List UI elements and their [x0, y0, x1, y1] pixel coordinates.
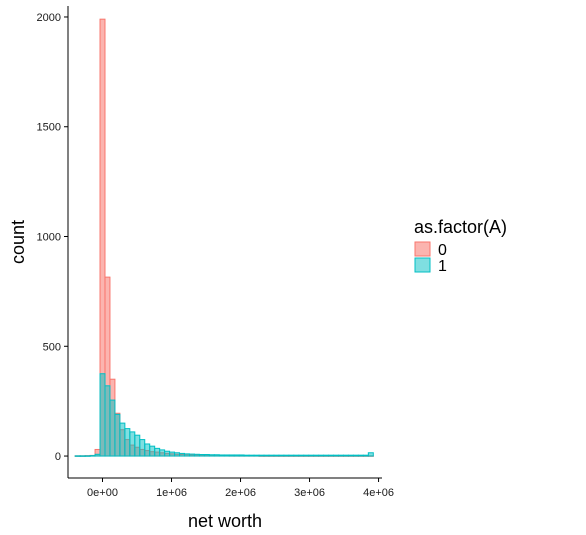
bar-series-1-bin-57 [357, 454, 364, 457]
bar-series-1-bin-52 [333, 454, 340, 457]
bar-series-1-bin-45 [298, 454, 305, 457]
bar-series-1-bin-39 [268, 454, 275, 457]
bar-series-1-bin-6 [104, 385, 111, 457]
bar-series-1-bin-53 [338, 454, 344, 457]
bar-series-1-bin-33 [238, 454, 245, 457]
bar-series-1-bin-11 [129, 431, 136, 457]
bar-series-1-bin-40 [273, 454, 280, 457]
bar-series-1-bin-19 [169, 451, 176, 457]
bar-series-1-bin-4 [94, 453, 101, 457]
bar-series-1-bin-59 [367, 452, 374, 457]
x-tick-label-3: 3e+06 [294, 487, 325, 499]
bar-series-1-bin-55 [347, 454, 354, 457]
x-axis-title: net worth [188, 511, 262, 531]
legend-label-1: 1 [438, 258, 447, 275]
y-tick-label-3: 1500 [37, 122, 61, 134]
bar-series-1-bin-38 [263, 454, 270, 457]
x-tick-label-0: 0e+00 [87, 487, 118, 499]
bar-series-1-bin-29 [218, 454, 225, 457]
bar-series-1-bin-16 [154, 447, 161, 457]
bar-series-1-bin-35 [248, 454, 255, 457]
bar-series-1-bin-24 [193, 453, 200, 457]
y-tick-label-1: 500 [43, 341, 61, 353]
bar-series-1-bin-10 [124, 428, 131, 457]
bar-series-1-bin-5 [99, 373, 106, 457]
bar-series-1-bin-26 [203, 454, 210, 457]
bar-series-1-bin-47 [308, 454, 315, 457]
bar-series-1-bin-48 [313, 454, 320, 457]
bar-series-1-bin-18 [164, 450, 171, 457]
bar-series-1-bin-21 [179, 452, 185, 457]
bar-series-1-bin-30 [223, 454, 230, 457]
bar-series-1-bin-9 [119, 422, 126, 457]
y-axis-ticks: 0 500 1000 1500 2000 [37, 12, 68, 463]
legend-key-1 [414, 257, 431, 273]
legend-key-0 [414, 241, 431, 257]
bar-series-1-bin-49 [318, 454, 325, 457]
bar-series-1-bin-25 [198, 454, 205, 457]
bar-series-1-bin-31 [228, 454, 235, 457]
bar-series-1-bin-7 [109, 399, 116, 457]
bar-series-1-bin-20 [174, 452, 181, 457]
bar-series-1-bin-51 [328, 454, 335, 457]
bar-series-1-bin-54 [342, 454, 349, 457]
bar-series-1-bin-8 [114, 413, 121, 457]
bar-series-1-bin-15 [149, 445, 156, 457]
bar-series-1-bin-13 [139, 439, 146, 457]
legend-label-0: 0 [438, 242, 447, 259]
bar-series-1-bin-0 [74, 455, 81, 457]
y-tick-label-0: 0 [55, 451, 61, 463]
bar-series-1-bin-43 [288, 454, 295, 457]
bar-series-1-bin-17 [159, 449, 166, 457]
bar-series-1-bin-12 [134, 434, 141, 457]
bar-series-1-bin-58 [362, 454, 369, 457]
bar-series-1-bin-28 [213, 454, 220, 457]
bar-series-1-bin-44 [293, 454, 300, 457]
x-axis-ticks: 0e+00 1e+06 2e+06 3e+06 4e+06 [87, 478, 394, 499]
bar-series-1-bin-27 [208, 454, 215, 457]
bar-series-1-bin-41 [278, 454, 285, 457]
bar-series-1-bin-22 [183, 453, 190, 457]
bar-series-1-bin-34 [243, 454, 250, 457]
series-1 [74, 373, 374, 457]
bar-series-1-bin-37 [258, 454, 265, 457]
y-tick-label-2: 1000 [37, 232, 61, 244]
x-tick-label-4: 4e+06 [363, 487, 394, 499]
bar-series-1-bin-1 [79, 455, 86, 457]
legend: as.factor(A) 0 1 [414, 217, 507, 275]
y-tick-label-4: 2000 [37, 12, 61, 24]
y-axis-title: count [8, 220, 28, 264]
legend-title: as.factor(A) [414, 217, 507, 237]
bar-series-1-bin-42 [283, 454, 290, 457]
x-tick-label-1: 1e+06 [156, 487, 187, 499]
bar-series-1-bin-23 [188, 453, 195, 457]
bar-series-1-bin-46 [303, 454, 310, 457]
bars-layer [74, 18, 374, 457]
bar-series-1-bin-14 [144, 443, 151, 457]
bar-series-1-bin-32 [233, 454, 240, 457]
bar-series-1-bin-56 [352, 454, 359, 457]
bar-series-1-bin-2 [84, 455, 91, 457]
bar-series-1-bin-50 [323, 454, 330, 457]
series-0 [74, 18, 374, 457]
x-tick-label-2: 2e+06 [225, 487, 256, 499]
bar-series-1-bin-36 [253, 454, 260, 457]
bar-series-1-bin-3 [89, 455, 96, 457]
